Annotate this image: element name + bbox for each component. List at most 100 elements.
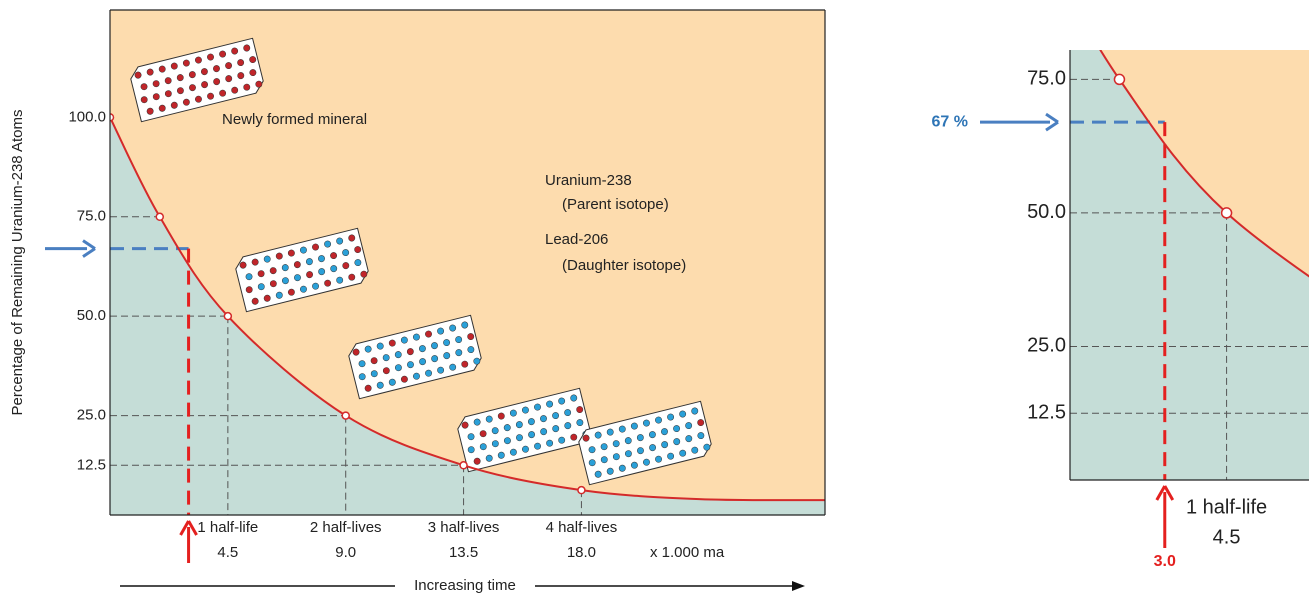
x-unit-note: x 1.000 ma	[650, 544, 725, 561]
mineral-crystal	[130, 37, 264, 123]
atom	[364, 345, 372, 353]
atom	[618, 464, 626, 472]
x-tick-name: 4 half-lives	[546, 519, 618, 536]
atom	[370, 357, 378, 365]
mineral-crystal	[348, 314, 482, 400]
atom	[413, 372, 420, 380]
atom	[461, 421, 469, 429]
atom	[231, 86, 239, 94]
atom	[685, 422, 693, 430]
atom	[473, 418, 481, 426]
atom	[473, 357, 481, 365]
atom	[370, 370, 378, 378]
crystal-outline	[348, 314, 482, 400]
atom	[509, 409, 517, 417]
atom	[176, 87, 184, 95]
atom	[213, 78, 221, 86]
atom	[431, 355, 439, 363]
atom	[146, 68, 154, 76]
atom	[249, 69, 257, 77]
atom	[219, 50, 227, 58]
atom	[455, 336, 463, 344]
atom	[455, 349, 463, 357]
atom	[661, 441, 669, 449]
atom	[324, 279, 332, 287]
atom	[691, 446, 699, 454]
atom	[306, 271, 314, 279]
x-axis-label: Increasing time	[414, 577, 516, 594]
atom	[697, 432, 705, 440]
plot-area	[110, 10, 825, 515]
atom	[164, 77, 172, 85]
atom	[667, 452, 675, 460]
atom	[225, 62, 233, 70]
x-tick-label: 4.5	[217, 544, 238, 561]
atom	[358, 373, 366, 381]
atom	[594, 470, 602, 478]
atom	[281, 264, 289, 272]
atom	[354, 259, 362, 267]
y-tick-label: 75.0	[77, 208, 106, 225]
crystal-outline	[578, 400, 712, 486]
atom	[534, 403, 541, 411]
atom	[618, 425, 626, 433]
atom	[673, 425, 681, 433]
atom	[336, 276, 344, 284]
atom	[479, 430, 487, 438]
crystal-outline	[235, 227, 369, 313]
atom	[152, 93, 160, 101]
atom	[158, 65, 166, 73]
atom	[412, 333, 420, 341]
time-arrow-head	[792, 581, 805, 591]
atom	[275, 252, 283, 260]
atom	[588, 446, 596, 454]
atom	[437, 327, 445, 335]
atom	[606, 428, 614, 436]
atom	[576, 406, 584, 414]
atom	[522, 445, 529, 453]
y-tick-label: 75.0	[1027, 68, 1066, 90]
annotation: Lead-206	[545, 231, 608, 248]
atom	[388, 339, 396, 347]
atom	[467, 333, 475, 341]
atom	[552, 412, 560, 420]
atom	[612, 440, 620, 448]
atom	[358, 360, 366, 368]
y-tick-label: 100.0	[68, 108, 106, 125]
atom	[703, 443, 711, 451]
marker-y-label: 67 %	[932, 113, 968, 130]
atom	[243, 44, 251, 52]
atom	[443, 339, 451, 347]
atom	[352, 348, 360, 356]
decay-curve	[1099, 50, 1309, 278]
atom	[521, 406, 529, 414]
x-tick-label: 9.0	[335, 544, 356, 561]
x-tick-label: 13.5	[449, 544, 478, 561]
atom	[437, 366, 445, 374]
atom	[467, 346, 475, 354]
atom	[558, 436, 566, 444]
atom	[200, 68, 208, 76]
atom	[207, 92, 214, 100]
atom	[376, 342, 384, 350]
atom	[360, 270, 368, 278]
atom	[342, 262, 350, 270]
atom	[407, 361, 414, 369]
atom	[642, 419, 650, 427]
data-point	[223, 311, 233, 321]
atom	[400, 336, 408, 344]
atom	[491, 427, 499, 435]
atom	[300, 285, 307, 293]
atom	[443, 352, 451, 360]
atom	[630, 422, 638, 430]
atom	[348, 234, 356, 242]
y-tick-label: 12.5	[1027, 402, 1066, 424]
mineral-crystal	[235, 227, 369, 313]
atom	[636, 434, 644, 442]
atom	[485, 415, 493, 423]
atom	[275, 291, 283, 299]
atom	[243, 83, 251, 91]
blue-arrow-head	[1045, 112, 1059, 132]
mineral-crystal	[457, 387, 591, 473]
atom	[540, 415, 547, 423]
